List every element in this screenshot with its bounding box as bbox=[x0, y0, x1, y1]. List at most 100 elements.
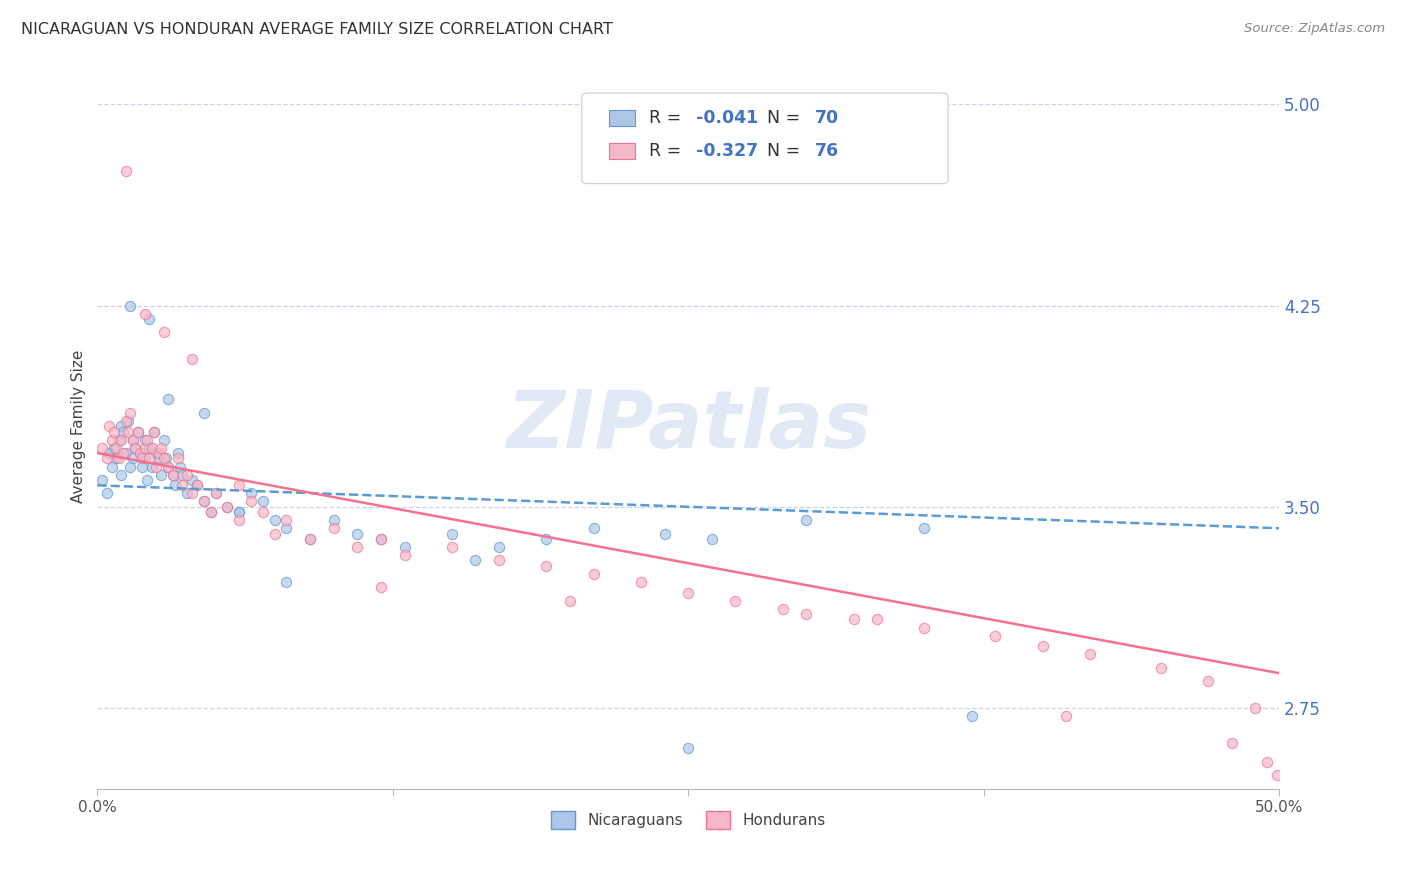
Point bbox=[91, 441, 114, 455]
Point bbox=[536, 558, 558, 573]
Point bbox=[121, 433, 143, 447]
Point bbox=[162, 467, 184, 482]
Point bbox=[193, 494, 215, 508]
Point bbox=[120, 406, 142, 420]
Point bbox=[121, 451, 143, 466]
Point bbox=[134, 307, 156, 321]
Point bbox=[152, 433, 174, 447]
Text: N =: N = bbox=[768, 110, 806, 128]
Point bbox=[370, 532, 392, 546]
Point bbox=[842, 612, 865, 626]
Point bbox=[440, 540, 463, 554]
Point bbox=[152, 451, 174, 466]
Text: 70: 70 bbox=[814, 110, 839, 128]
Y-axis label: Average Family Size: Average Family Size bbox=[72, 350, 86, 503]
Point bbox=[322, 513, 344, 527]
Point bbox=[239, 494, 262, 508]
Point bbox=[127, 425, 149, 439]
Point bbox=[960, 709, 983, 723]
Point bbox=[157, 459, 180, 474]
Point bbox=[100, 459, 122, 474]
Point bbox=[114, 446, 136, 460]
Point bbox=[114, 414, 136, 428]
Point bbox=[984, 629, 1007, 643]
Point bbox=[180, 352, 202, 367]
Point bbox=[145, 446, 167, 460]
Point bbox=[112, 425, 135, 439]
Bar bbox=[609, 111, 636, 127]
Point bbox=[676, 585, 699, 599]
Point bbox=[134, 451, 156, 466]
Point bbox=[172, 467, 194, 482]
Point bbox=[148, 451, 170, 466]
Point bbox=[127, 425, 149, 439]
Point bbox=[217, 500, 239, 514]
Point bbox=[488, 553, 510, 567]
Point bbox=[700, 532, 723, 546]
Text: 76: 76 bbox=[814, 142, 839, 160]
Point bbox=[536, 532, 558, 546]
Point bbox=[120, 299, 142, 313]
Point bbox=[114, 164, 136, 178]
Point bbox=[654, 526, 676, 541]
Point bbox=[630, 574, 652, 589]
Point bbox=[724, 593, 747, 607]
Point bbox=[128, 446, 150, 460]
Point bbox=[794, 513, 817, 527]
Point bbox=[110, 419, 132, 434]
Point bbox=[772, 601, 794, 615]
Point bbox=[1054, 709, 1077, 723]
Point bbox=[110, 467, 132, 482]
Point bbox=[150, 467, 173, 482]
Point bbox=[152, 326, 174, 340]
Point bbox=[176, 467, 198, 482]
Point bbox=[91, 473, 114, 487]
Point bbox=[276, 574, 298, 589]
Point bbox=[346, 526, 368, 541]
Point bbox=[1078, 648, 1101, 662]
Point bbox=[121, 433, 143, 447]
Point bbox=[200, 505, 222, 519]
Point bbox=[346, 540, 368, 554]
Point bbox=[217, 500, 239, 514]
Point bbox=[794, 607, 817, 621]
Point bbox=[239, 486, 262, 500]
Point bbox=[128, 446, 150, 460]
Point bbox=[582, 521, 605, 535]
Point bbox=[124, 441, 146, 455]
Point bbox=[180, 486, 202, 500]
Point bbox=[914, 521, 936, 535]
Point bbox=[1244, 701, 1267, 715]
Point bbox=[145, 459, 167, 474]
Point bbox=[193, 406, 215, 420]
Point bbox=[100, 433, 122, 447]
Bar bbox=[609, 143, 636, 159]
Point bbox=[105, 441, 128, 455]
Point bbox=[1197, 674, 1219, 689]
Point bbox=[370, 580, 392, 594]
Text: Source: ZipAtlas.com: Source: ZipAtlas.com bbox=[1244, 22, 1385, 36]
Point bbox=[134, 441, 156, 455]
Point bbox=[136, 433, 159, 447]
Point bbox=[117, 425, 139, 439]
Point bbox=[138, 451, 160, 466]
Text: R =: R = bbox=[650, 142, 688, 160]
Legend: Nicaraguans, Hondurans: Nicaraguans, Hondurans bbox=[544, 805, 832, 835]
Point bbox=[105, 451, 128, 466]
Point bbox=[914, 621, 936, 635]
Text: NICARAGUAN VS HONDURAN AVERAGE FAMILY SIZE CORRELATION CHART: NICARAGUAN VS HONDURAN AVERAGE FAMILY SI… bbox=[21, 22, 613, 37]
Point bbox=[558, 593, 581, 607]
Point bbox=[172, 478, 194, 492]
Point bbox=[276, 513, 298, 527]
Text: -0.041: -0.041 bbox=[696, 110, 759, 128]
Point bbox=[124, 441, 146, 455]
Point bbox=[228, 478, 250, 492]
Point bbox=[131, 451, 153, 466]
Point bbox=[98, 446, 121, 460]
Point bbox=[1220, 736, 1243, 750]
Point bbox=[98, 419, 121, 434]
Point bbox=[200, 505, 222, 519]
Point bbox=[228, 513, 250, 527]
Point bbox=[228, 505, 250, 519]
Point bbox=[131, 459, 153, 474]
